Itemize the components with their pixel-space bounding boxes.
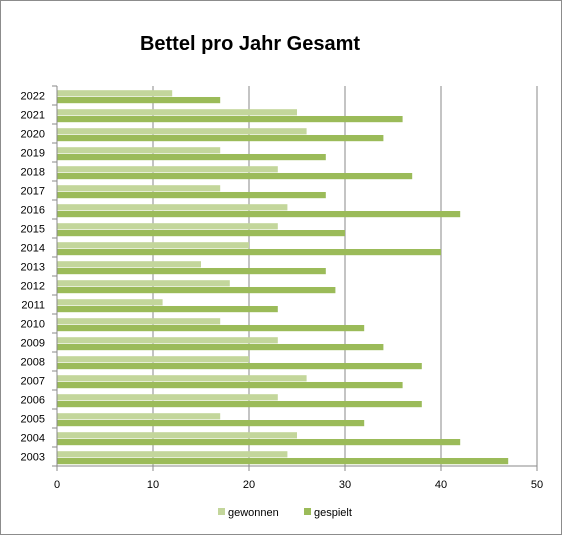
- bar-gespielt-2003: [57, 458, 509, 465]
- bar-gewonnen-2019: [57, 147, 221, 154]
- x-tick-label: 10: [147, 479, 159, 491]
- bar-gewonnen-2014: [57, 242, 249, 249]
- bar-gespielt-2021: [57, 116, 403, 123]
- x-tick-label: 20: [243, 479, 255, 491]
- bar-gewonnen-2011: [57, 299, 163, 306]
- x-tick-label: 50: [531, 479, 543, 491]
- bar-gewonnen-2004: [57, 432, 297, 439]
- bar-gespielt-2008: [57, 363, 422, 370]
- y-tick-label: 2007: [21, 376, 45, 388]
- x-tick-label: 40: [435, 479, 447, 491]
- y-tick-label: 2003: [21, 452, 45, 464]
- y-tick-label: 2009: [21, 338, 45, 350]
- bar-gewonnen-2008: [57, 356, 249, 363]
- bar-gespielt-2007: [57, 382, 403, 389]
- y-tick-label: 2016: [21, 205, 45, 217]
- bar-gewonnen-2010: [57, 318, 221, 325]
- y-tick-label: 2013: [21, 262, 45, 274]
- y-tick-label: 2021: [21, 110, 45, 122]
- bar-gewonnen-2017: [57, 185, 221, 192]
- y-tick-label: 2005: [21, 414, 45, 426]
- bar-gespielt-2014: [57, 249, 441, 256]
- legend-label-gespielt: gespielt: [314, 507, 352, 519]
- bar-gewonnen-2022: [57, 90, 173, 97]
- bar-gespielt-2010: [57, 325, 365, 332]
- y-tick-label: 2004: [21, 433, 45, 445]
- legend-swatch-gewonnen: [218, 508, 225, 515]
- y-tick-label: 2018: [21, 167, 45, 179]
- bar-gespielt-2006: [57, 401, 422, 408]
- y-tick-label: 2015: [21, 224, 45, 236]
- bar-gewonnen-2007: [57, 375, 307, 382]
- x-tick-label: 30: [339, 479, 351, 491]
- y-tick-label: 2012: [21, 281, 45, 293]
- y-tick-label: 2011: [21, 300, 45, 312]
- legend-swatch-gespielt: [304, 508, 311, 515]
- y-tick-label: 2010: [21, 319, 45, 331]
- bar-gespielt-2009: [57, 344, 384, 351]
- y-tick-label: 2019: [21, 148, 45, 160]
- bar-gespielt-2022: [57, 97, 221, 104]
- bar-gespielt-2019: [57, 154, 326, 161]
- bar-gespielt-2017: [57, 192, 326, 199]
- bar-gespielt-2012: [57, 287, 336, 294]
- bar-gespielt-2015: [57, 230, 345, 237]
- bar-gewonnen-2005: [57, 413, 221, 420]
- bar-gewonnen-2015: [57, 223, 278, 230]
- bar-gewonnen-2009: [57, 337, 278, 344]
- x-tick-label: 0: [54, 479, 60, 491]
- bar-gewonnen-2012: [57, 280, 230, 287]
- bar-gewonnen-2006: [57, 394, 278, 401]
- bar-gespielt-2016: [57, 211, 461, 218]
- bar-gespielt-2018: [57, 173, 413, 180]
- y-tick-label: 2017: [21, 186, 45, 198]
- y-tick-label: 2022: [21, 91, 45, 103]
- bar-gewonnen-2021: [57, 109, 297, 116]
- bar-gespielt-2004: [57, 439, 461, 446]
- bar-gewonnen-2016: [57, 204, 288, 211]
- legend-label-gewonnen: gewonnen: [228, 507, 279, 519]
- bar-gespielt-2011: [57, 306, 278, 313]
- bar-gespielt-2020: [57, 135, 384, 142]
- y-tick-label: 2008: [21, 357, 45, 369]
- bar-gespielt-2005: [57, 420, 365, 427]
- chart-title: Bettel pro Jahr Gesamt: [139, 33, 361, 55]
- bar-gewonnen-2013: [57, 261, 201, 268]
- y-tick-label: 2006: [21, 395, 45, 407]
- bar-gespielt-2013: [57, 268, 326, 275]
- bar-gewonnen-2018: [57, 166, 278, 173]
- bar-gewonnen-2003: [57, 451, 288, 458]
- y-tick-label: 2014: [21, 243, 45, 255]
- bar-gewonnen-2020: [57, 128, 307, 135]
- y-tick-label: 2020: [21, 129, 45, 141]
